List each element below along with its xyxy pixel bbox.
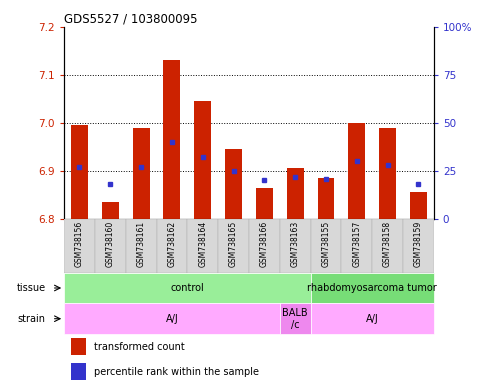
Bar [71,338,86,355]
Bar [287,169,304,219]
Bar [164,61,180,219]
Text: GSM738164: GSM738164 [198,220,207,267]
Bar [249,219,280,273]
Text: A/J: A/J [166,314,178,324]
Text: GSM738161: GSM738161 [137,220,145,266]
Text: GSM738159: GSM738159 [414,220,423,267]
Text: GSM738155: GSM738155 [321,220,330,267]
Text: tissue: tissue [16,283,45,293]
Bar [102,202,119,219]
Bar [403,219,434,273]
Bar [341,219,372,273]
Text: GSM738166: GSM738166 [260,220,269,267]
Bar [95,219,126,273]
Text: GSM738157: GSM738157 [352,220,361,267]
Text: transformed count: transformed count [94,341,184,352]
Bar [280,219,311,273]
Bar [280,303,311,334]
Text: GDS5527 / 103800095: GDS5527 / 103800095 [64,13,198,26]
Bar [218,219,249,273]
Bar [133,128,149,219]
Bar [256,188,273,219]
Text: GSM738156: GSM738156 [75,220,84,267]
Bar [349,123,365,219]
Bar [317,178,334,219]
Text: GSM738158: GSM738158 [383,220,392,266]
Text: percentile rank within the sample: percentile rank within the sample [94,366,259,377]
Bar [410,192,427,219]
Text: GSM738163: GSM738163 [291,220,300,267]
Bar [379,128,396,219]
Bar [71,362,86,380]
Bar [372,219,403,273]
Bar [126,219,157,273]
Bar [194,101,211,219]
Bar [311,303,434,334]
Text: rhabdomyosarcoma tumor: rhabdomyosarcoma tumor [307,283,437,293]
Bar [64,273,311,303]
Text: A/J: A/J [366,314,379,324]
Bar [311,219,341,273]
Bar [187,219,218,273]
Text: BALB
/c: BALB /c [282,308,308,329]
Bar [64,303,280,334]
Bar [71,125,88,219]
Text: GSM738162: GSM738162 [168,220,176,266]
Text: strain: strain [18,314,45,324]
Bar [225,149,242,219]
Bar [311,273,434,303]
Bar [157,219,187,273]
Bar [64,219,95,273]
Text: control: control [171,283,204,293]
Text: GSM738160: GSM738160 [106,220,115,267]
Text: GSM738165: GSM738165 [229,220,238,267]
